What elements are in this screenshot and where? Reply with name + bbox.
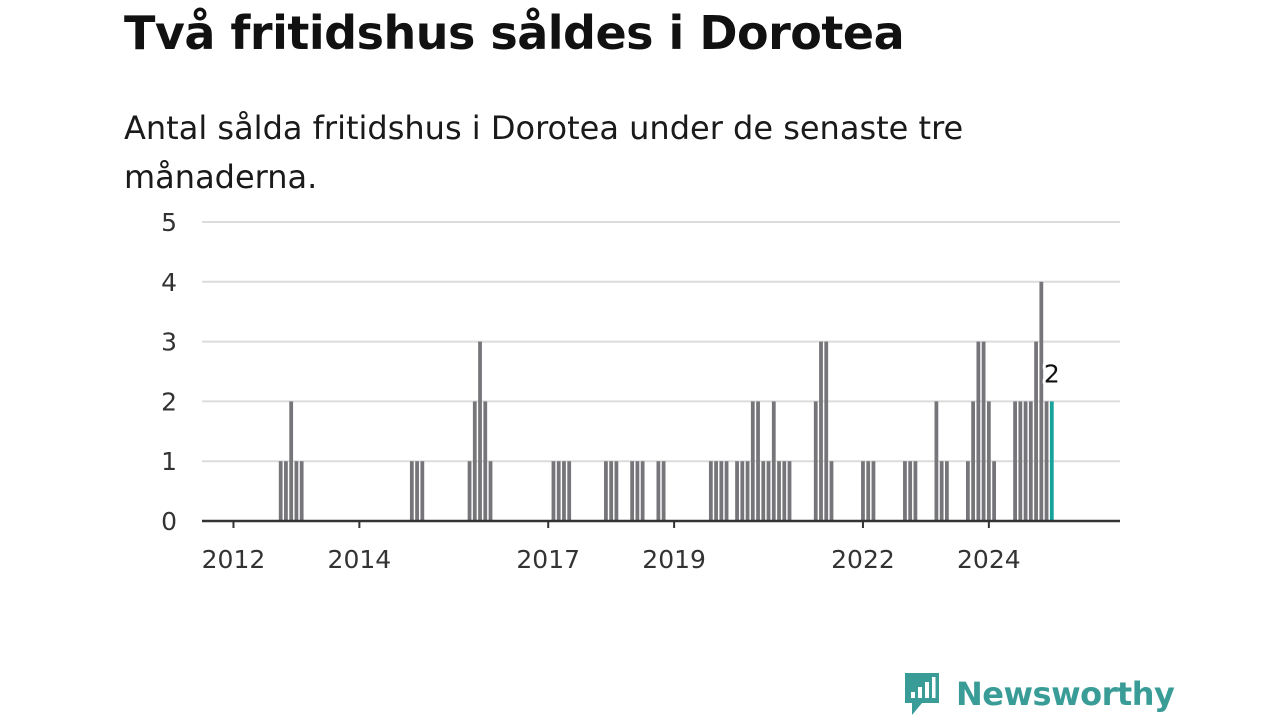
- bar: [656, 461, 661, 521]
- bar: [294, 461, 299, 521]
- bar: [986, 401, 991, 521]
- bar: [1023, 401, 1028, 521]
- labels: 0 1 2 3 4 5 2012 2014 2017 2019 2022 2024 2: [161, 208, 1063, 574]
- bar: [745, 461, 750, 521]
- x-tick-label: 2019: [642, 545, 706, 574]
- x-tick-label: 2014: [328, 545, 392, 574]
- bar: [861, 461, 865, 521]
- bar: [908, 461, 913, 521]
- bars: [278, 281, 1054, 521]
- bar: [708, 461, 713, 521]
- bar: [661, 461, 666, 521]
- bar: [278, 461, 283, 521]
- bar: [1044, 401, 1049, 521]
- y-tick-label: 2: [161, 387, 177, 416]
- bar: [992, 461, 996, 521]
- bar: [483, 401, 488, 521]
- bar: [1039, 281, 1044, 521]
- bar: [981, 341, 986, 521]
- x-tick-label: 2017: [516, 545, 580, 574]
- bar-highlight: [1049, 401, 1054, 521]
- bar: [714, 461, 718, 521]
- bar: [866, 461, 871, 521]
- bar: [771, 401, 776, 521]
- bar: [562, 461, 566, 521]
- bar: [939, 461, 944, 521]
- bar: [766, 461, 771, 521]
- bar: [289, 401, 294, 521]
- bar: [488, 461, 493, 521]
- bar: [761, 461, 766, 521]
- bar: [750, 401, 755, 521]
- bar: [640, 461, 645, 521]
- bar: [299, 461, 304, 521]
- bar: [965, 461, 970, 521]
- bar: [284, 461, 288, 521]
- bar: [556, 461, 561, 521]
- bar: [1018, 401, 1023, 521]
- x-tick-label: 2024: [957, 545, 1021, 574]
- brand-name: Newsworthy: [956, 675, 1175, 713]
- bar: [871, 461, 876, 521]
- chart-subtitle: Antal sålda fritidshus i Dorotea under d…: [124, 109, 964, 196]
- bar-chart-speech-bubble-icon: [905, 673, 939, 715]
- bar: [1013, 401, 1017, 521]
- bar: [782, 461, 787, 521]
- bar: [630, 461, 635, 521]
- y-tick-label: 5: [161, 208, 177, 237]
- bar: [976, 341, 981, 521]
- bar: [467, 461, 472, 521]
- bar: [1028, 401, 1033, 521]
- bar: [813, 401, 818, 521]
- x-tick-label: 2022: [831, 545, 895, 574]
- bar: [829, 461, 834, 521]
- highlight-value-label: 2: [1044, 359, 1060, 388]
- bar: [420, 461, 425, 521]
- bar: [609, 461, 614, 521]
- bar: [971, 401, 976, 521]
- bar: [735, 461, 739, 521]
- bar: [1034, 341, 1038, 521]
- bar: [934, 401, 939, 521]
- y-tick-label: 4: [161, 268, 177, 297]
- bar: [719, 461, 724, 521]
- bar: [787, 461, 792, 521]
- bar: [913, 461, 918, 521]
- axes: [202, 519, 1120, 528]
- bar: [614, 461, 619, 521]
- x-tick-label: 2012: [202, 545, 266, 574]
- bar: [777, 461, 781, 521]
- bar: [567, 461, 572, 521]
- bar: [415, 461, 419, 521]
- bar-chart: 0 1 2 3 4 5 2012 2014 2017 2019 2022 2024 2: [161, 208, 1120, 574]
- bar: [604, 461, 608, 521]
- bar: [740, 461, 745, 521]
- chart-title: Två fritidshus såldes i Dorotea: [124, 6, 905, 60]
- y-tick-label: 1: [161, 447, 177, 476]
- bar: [551, 461, 556, 521]
- bar: [903, 461, 907, 521]
- bar: [478, 341, 482, 521]
- bar: [824, 341, 829, 521]
- y-tick-label: 3: [161, 328, 177, 357]
- newsworthy-logo: Newsworthy: [902, 670, 1175, 718]
- y-tick-label: 0: [161, 507, 177, 536]
- bar: [819, 341, 823, 521]
- bar: [756, 401, 760, 521]
- bar: [635, 461, 640, 521]
- bar: [945, 461, 949, 521]
- bar: [724, 461, 729, 521]
- bar: [409, 461, 414, 521]
- bar: [472, 401, 477, 521]
